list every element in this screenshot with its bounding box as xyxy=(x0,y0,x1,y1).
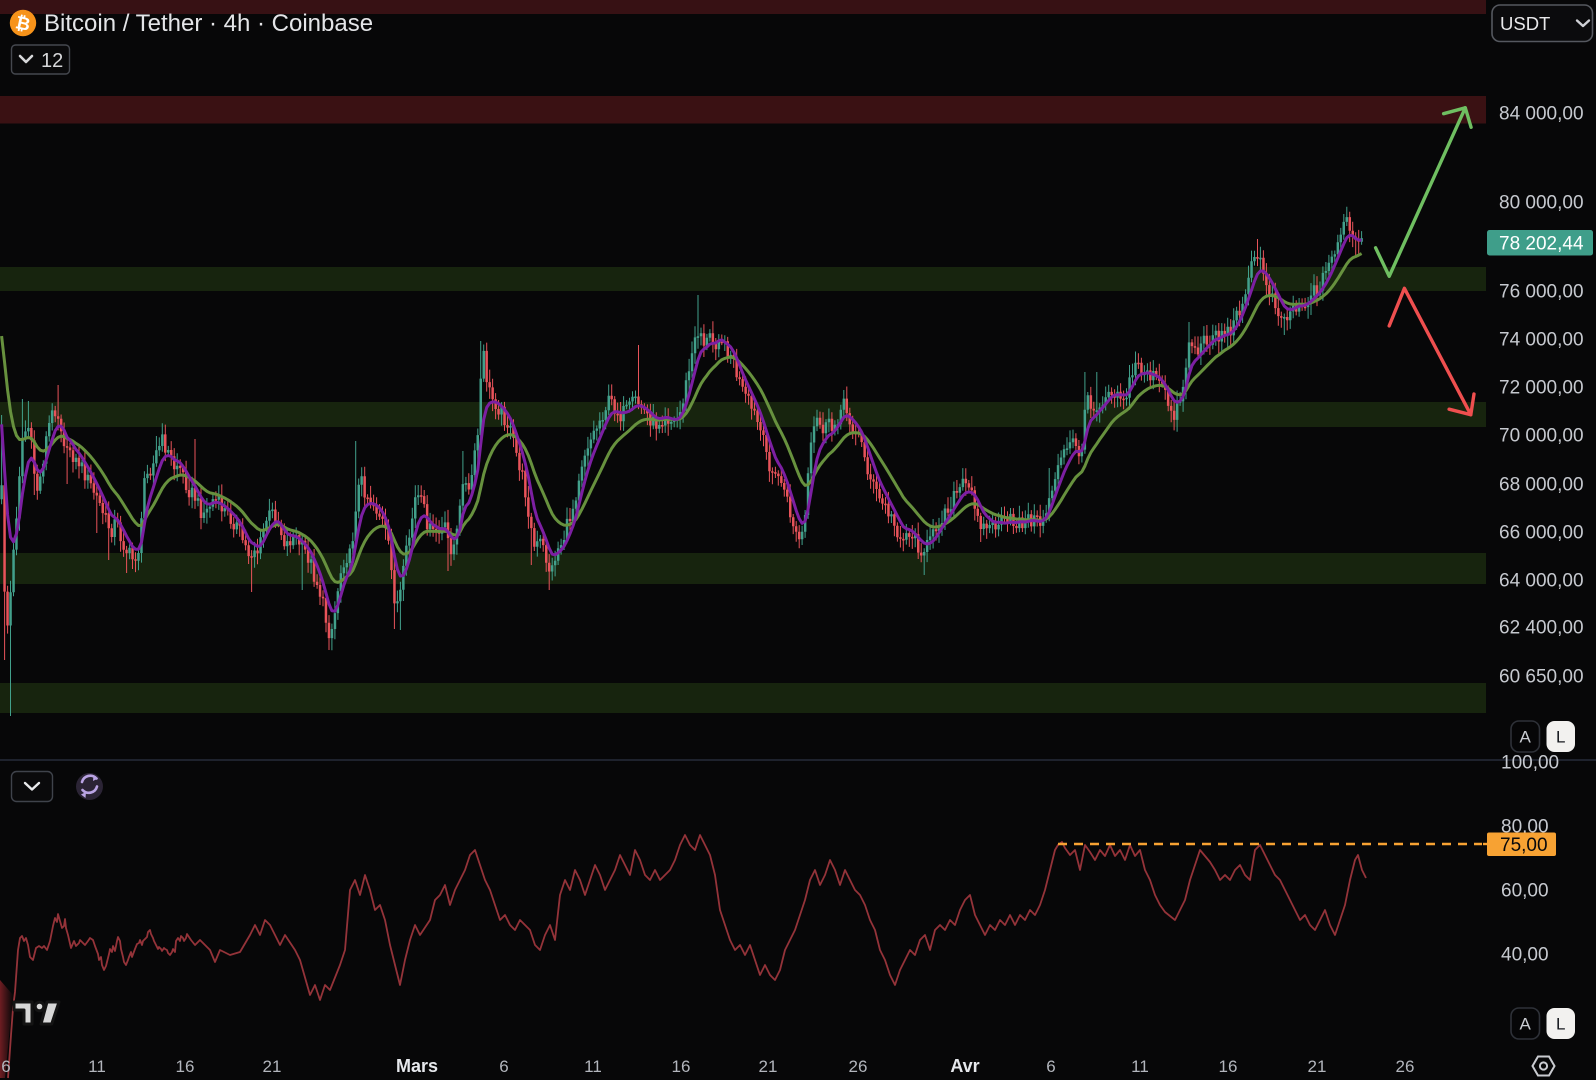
svg-text:26: 26 xyxy=(1396,1057,1415,1076)
svg-text:L: L xyxy=(1556,1015,1565,1034)
svg-text:68 000,00: 68 000,00 xyxy=(1499,475,1584,496)
svg-text:L: L xyxy=(1556,728,1565,747)
svg-text:64 000,00: 64 000,00 xyxy=(1499,571,1584,592)
svg-text:74 000,00: 74 000,00 xyxy=(1499,330,1584,351)
svg-text:26: 26 xyxy=(849,1057,868,1076)
svg-text:70 000,00: 70 000,00 xyxy=(1499,426,1584,447)
svg-text:21: 21 xyxy=(1308,1057,1327,1076)
svg-text:21: 21 xyxy=(263,1057,282,1076)
svg-text:6: 6 xyxy=(499,1057,508,1076)
svg-text:62 400,00: 62 400,00 xyxy=(1499,618,1584,639)
svg-text:USDT: USDT xyxy=(1500,13,1550,34)
svg-text:84 000,00: 84 000,00 xyxy=(1499,104,1584,125)
svg-text:60,00: 60,00 xyxy=(1501,881,1549,902)
svg-text:Bitcoin / Tether · 4h · Coinba: Bitcoin / Tether · 4h · Coinbase xyxy=(44,10,373,37)
svg-text:A: A xyxy=(1520,1015,1532,1034)
svg-text:11: 11 xyxy=(88,1057,106,1076)
svg-text:Avr: Avr xyxy=(950,1056,979,1076)
svg-text:12: 12 xyxy=(41,50,63,72)
svg-text:75,00: 75,00 xyxy=(1500,835,1548,856)
svg-text:21: 21 xyxy=(759,1057,778,1076)
svg-text:100,00: 100,00 xyxy=(1501,753,1559,774)
svg-text:80,00: 80,00 xyxy=(1501,817,1549,838)
svg-text:80 000,00: 80 000,00 xyxy=(1499,193,1584,214)
svg-text:66 000,00: 66 000,00 xyxy=(1499,523,1584,544)
svg-text:6: 6 xyxy=(1046,1057,1055,1076)
svg-text:72 000,00: 72 000,00 xyxy=(1499,378,1584,399)
svg-text:11: 11 xyxy=(584,1057,602,1076)
svg-text:A: A xyxy=(1520,728,1532,747)
svg-text:Mars: Mars xyxy=(396,1056,438,1076)
svg-text:16: 16 xyxy=(1219,1057,1238,1076)
svg-text:60 650,00: 60 650,00 xyxy=(1499,667,1584,688)
svg-text:6: 6 xyxy=(1,1057,10,1076)
svg-text:40,00: 40,00 xyxy=(1501,945,1549,966)
svg-text:11: 11 xyxy=(1131,1057,1149,1076)
svg-text:16: 16 xyxy=(672,1057,691,1076)
svg-text:₿: ₿ xyxy=(14,12,33,35)
svg-text:76 000,00: 76 000,00 xyxy=(1499,282,1584,303)
svg-text:16: 16 xyxy=(176,1057,195,1076)
svg-text:78 202,44: 78 202,44 xyxy=(1499,234,1584,255)
